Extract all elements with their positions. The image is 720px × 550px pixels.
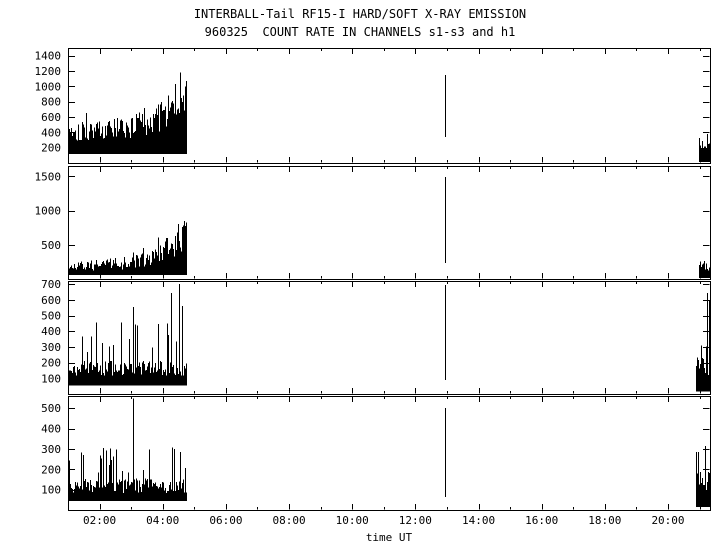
y-tick-label: 300 — [41, 443, 61, 456]
panel-s3: 100 200 300 400 500 600 700 — [41, 278, 711, 395]
panel-ticks — [68, 166, 710, 279]
x-tick-label: 04:00 — [146, 514, 179, 527]
y-tick-label: 1000 — [35, 80, 62, 93]
x-tick-label: 16:00 — [525, 514, 558, 527]
panel-series-s1 — [68, 72, 711, 162]
panel-ticks — [68, 396, 710, 510]
x-tick-label: 02:00 — [83, 514, 116, 527]
y-tick-label: 500 — [41, 402, 61, 415]
x-tick-label: 08:00 — [272, 514, 305, 527]
panel-ticks — [68, 281, 710, 394]
y-tick-label: 500 — [41, 239, 61, 252]
y-tick-label: 600 — [41, 111, 61, 124]
figure-title: INTERBALL-Tail RF15-I HARD/SOFT X-RAY EM… — [193, 7, 527, 21]
panel-border — [68, 48, 711, 164]
y-tick-label: 1000 — [35, 205, 62, 218]
panel-s2: 500 1000 1500 — [35, 166, 711, 280]
y-tick-label: 500 — [41, 310, 61, 323]
panel-h1: 100 200 300 400 500 — [41, 396, 711, 511]
x-tick-label: 12:00 — [399, 514, 432, 527]
panel-border — [68, 281, 711, 395]
figure-subtitle: 960325 COUNT RATE IN CHANNELS s1-s3 and … — [204, 25, 516, 39]
y-tick-label: 400 — [41, 423, 61, 436]
y-tick-label: 1500 — [35, 170, 62, 183]
y-tick-label: 300 — [41, 341, 61, 354]
y-tick-label: 1400 — [35, 50, 62, 63]
y-tick-label: 1200 — [35, 65, 62, 78]
x-tick-label: 10:00 — [336, 514, 369, 527]
y-tick-label: 600 — [41, 294, 61, 307]
panel-border — [68, 396, 711, 511]
panel-series-s3 — [68, 284, 711, 392]
y-tick-label: 100 — [41, 372, 61, 385]
y-tick-label: 100 — [41, 484, 61, 497]
panel-series-s2 — [68, 177, 711, 278]
y-tick-label: 800 — [41, 96, 61, 109]
y-tick-label: 200 — [41, 357, 61, 370]
x-tick-label: 14:00 — [462, 514, 495, 527]
x-axis: 02:00 04:00 06:00 08:00 10:00 12:00 14:00 16:00… — [83, 514, 685, 544]
y-tick-label: 700 — [41, 278, 61, 291]
y-tick-label: 400 — [41, 126, 61, 139]
x-tick-label: 20:00 — [651, 514, 684, 527]
x-tick-label: 06:00 — [209, 514, 242, 527]
panel-s1: 200 400 600 800 1000 1200 1400 — [35, 48, 711, 164]
y-tick-label: 200 — [41, 463, 61, 476]
x-tick-label: 18:00 — [588, 514, 621, 527]
y-tick-label: 200 — [41, 142, 61, 155]
panel-series-h1 — [68, 398, 711, 507]
y-tick-label: 400 — [41, 325, 61, 338]
x-axis-title: time UT — [366, 531, 413, 544]
panel-border — [68, 166, 711, 280]
